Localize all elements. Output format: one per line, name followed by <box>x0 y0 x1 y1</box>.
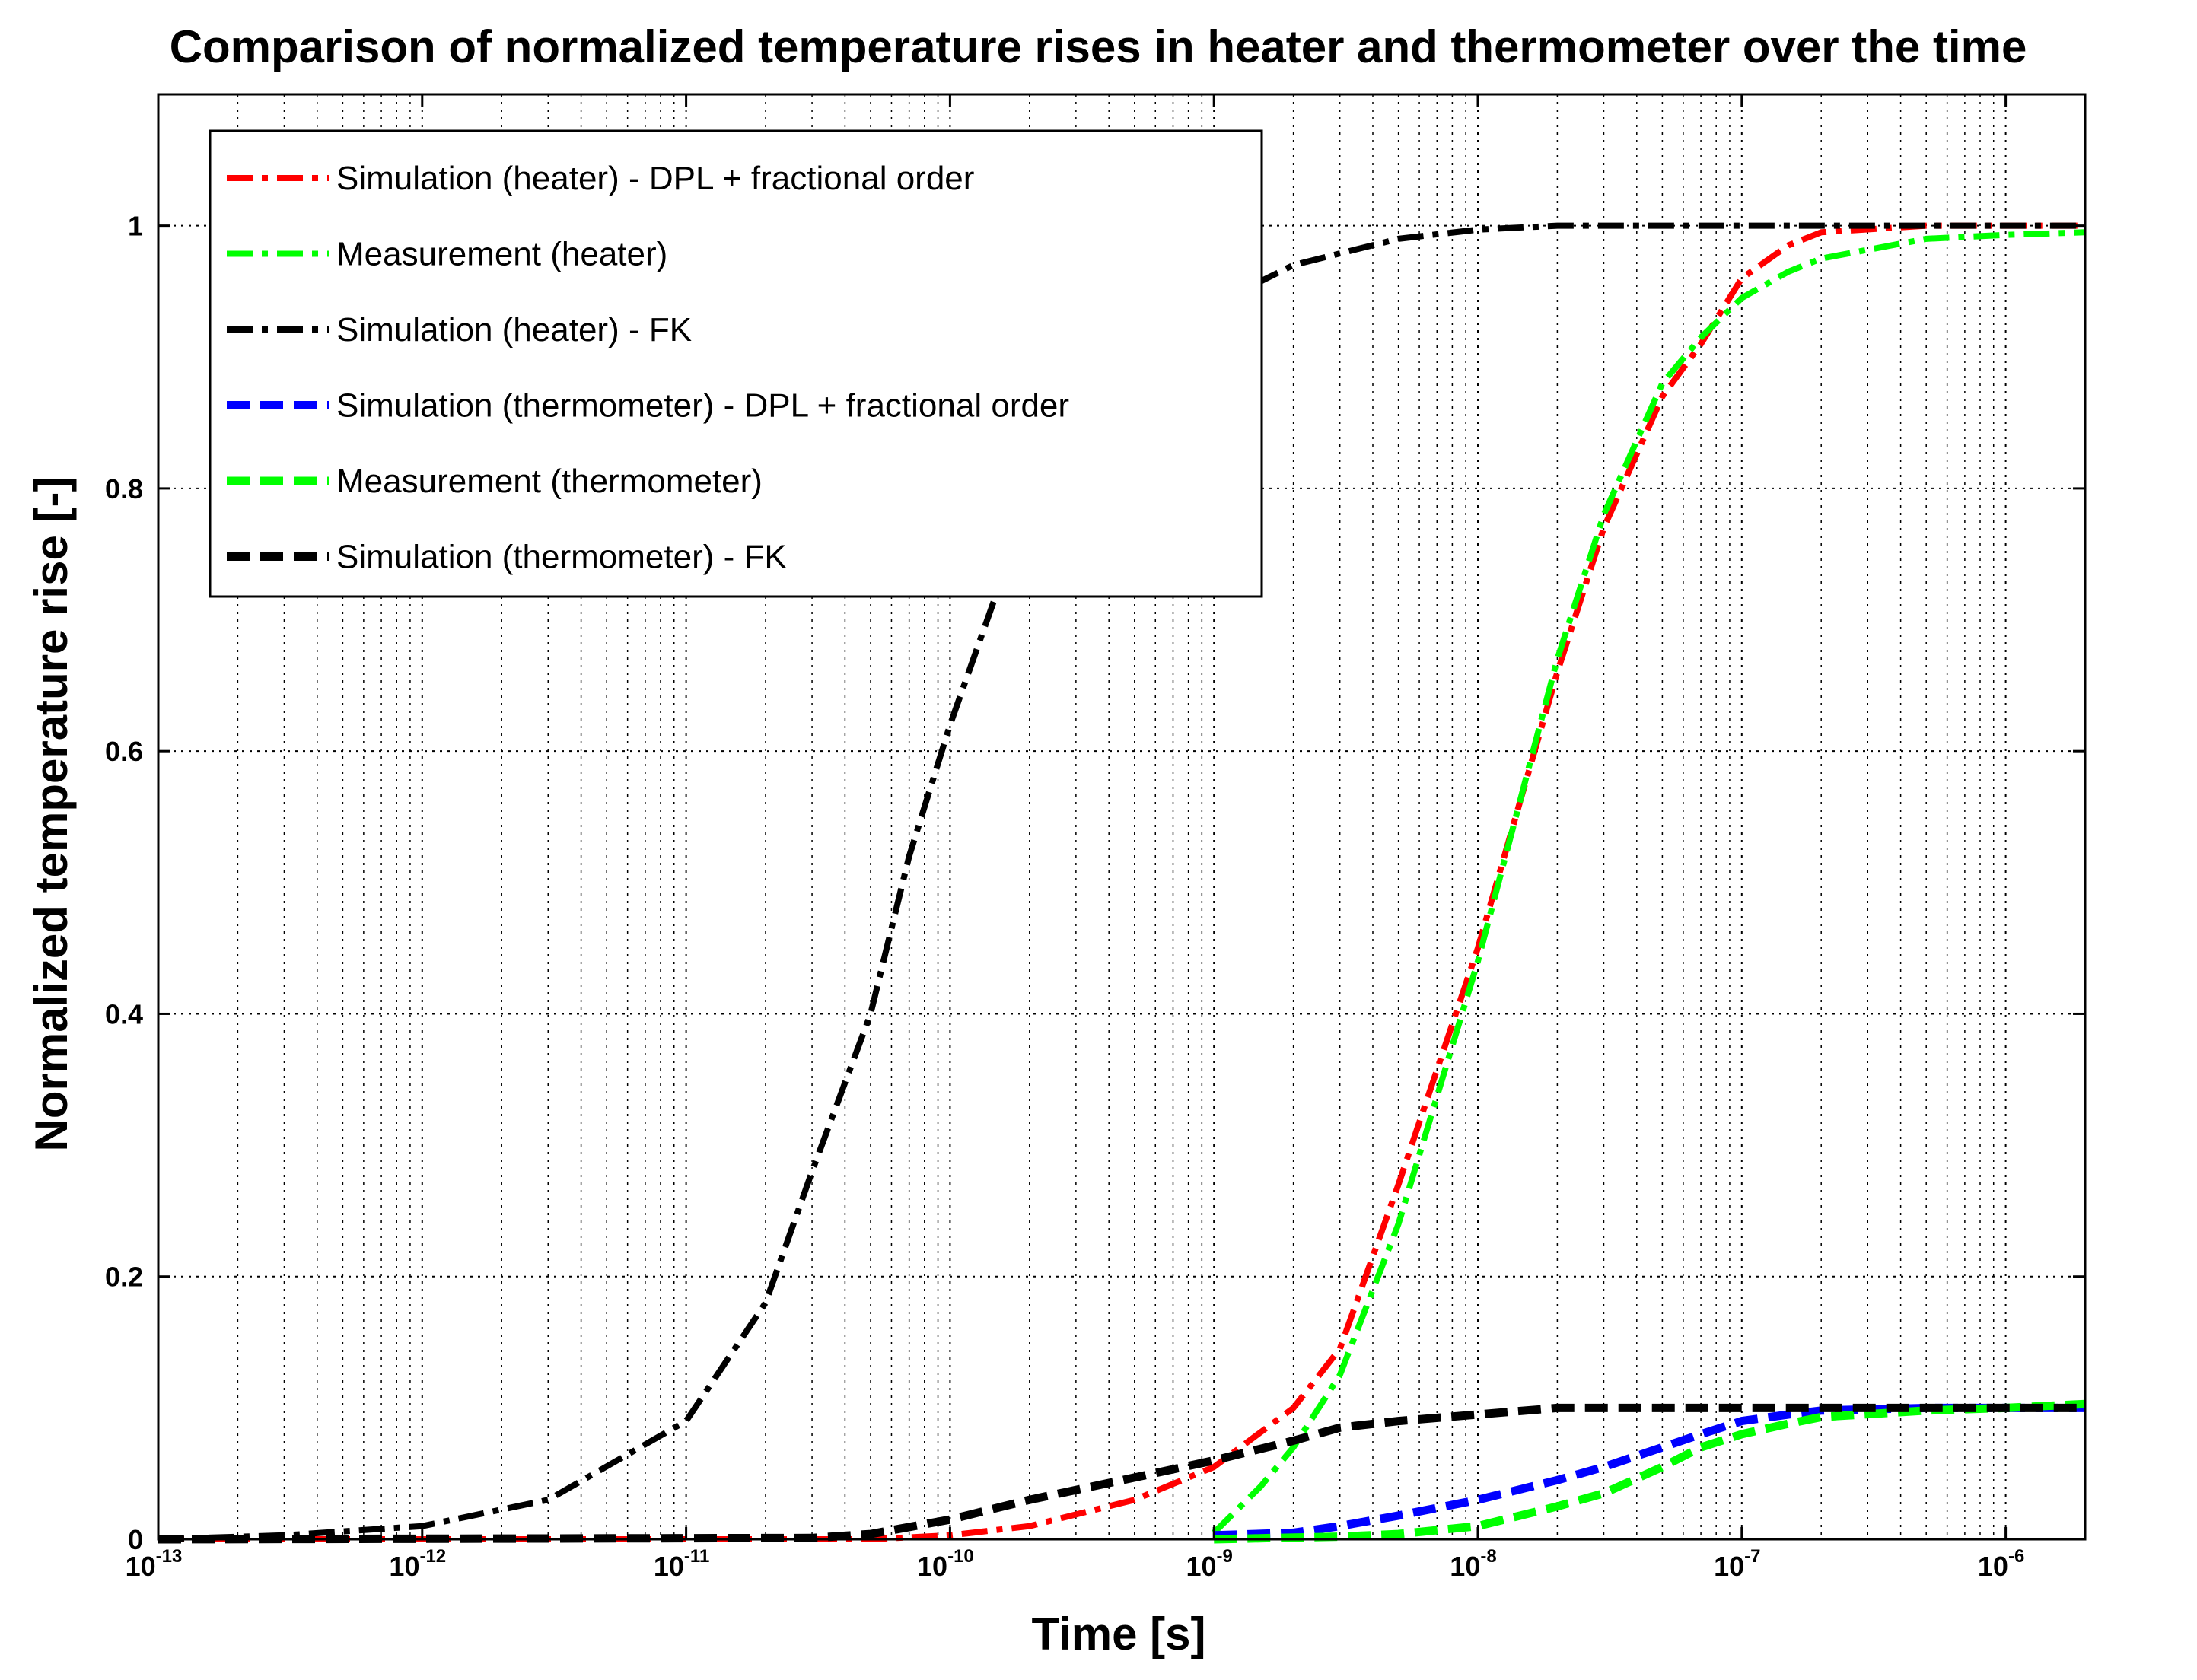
x-tick-label: 10-10 <box>917 1546 974 1582</box>
legend-label-6: Simulation (thermometer) - FK <box>336 539 787 576</box>
x-tick-label: 10-12 <box>389 1546 446 1582</box>
y-tick-label: 1 <box>128 211 143 242</box>
x-tick-label: 10-13 <box>126 1546 183 1582</box>
series-line-3 <box>158 222 2085 1542</box>
x-tick-label: 10-7 <box>1714 1546 1760 1582</box>
legend-label-2: Measurement (heater) <box>336 236 667 273</box>
series-line-1 <box>158 222 2085 1542</box>
chart-title: Comparison of normalized temperature ris… <box>170 21 2027 72</box>
legend-label-3: Simulation (heater) - FK <box>336 311 692 348</box>
legend-box <box>209 129 1263 598</box>
plot-frame <box>157 93 2087 1541</box>
x-axis-label: Time [s] <box>1032 1608 1206 1659</box>
legend: Simulation (heater) - DPL + fractional o… <box>209 129 1263 598</box>
legend-label-5: Measurement (thermometer) <box>336 463 763 500</box>
y-axis-label: Normalized temperature rise [-] <box>26 477 77 1152</box>
y-tick-label: 0.8 <box>105 473 143 504</box>
x-tick-label: 10-11 <box>654 1546 709 1582</box>
y-tick-label: 0.2 <box>105 1262 143 1293</box>
legend-label-4: Simulation (thermometer) - DPL + fractio… <box>336 387 1069 425</box>
series-line-4 <box>1214 1403 2085 1540</box>
ticks: 10-13 10-12 10-11 10-10 10-9 10-8 10-7 10-6 0 0.2… <box>105 94 2085 1582</box>
x-tick-label: 10-9 <box>1186 1546 1233 1582</box>
legend-label-1: Simulation (heater) - DPL + fractional o… <box>336 160 974 197</box>
series-line-2 <box>1212 229 2086 1535</box>
y-tick-label: 0.6 <box>105 736 143 767</box>
series-line-6 <box>158 1403 2085 1544</box>
x-tick-label: 10-6 <box>1978 1546 2024 1582</box>
y-tick-label: 0 <box>128 1524 143 1555</box>
x-tick-label: 10-8 <box>1450 1546 1496 1582</box>
grid <box>158 94 2085 1539</box>
series-layer <box>158 222 2086 1544</box>
y-tick-label: 0.4 <box>105 998 143 1029</box>
